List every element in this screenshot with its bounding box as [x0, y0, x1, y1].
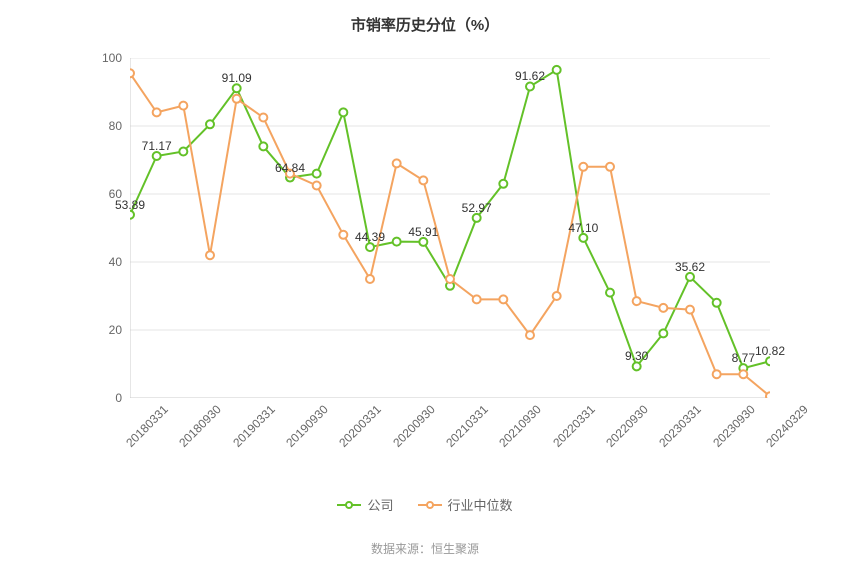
x-tick-label: 20240329	[759, 398, 811, 450]
plot-svg	[130, 58, 770, 398]
y-tick-label: 80	[109, 119, 130, 133]
y-tick-label: 40	[109, 255, 130, 269]
x-tick-label: 20230331	[652, 398, 704, 450]
y-tick-label: 100	[102, 51, 130, 65]
legend-label: 行业中位数	[448, 495, 513, 514]
plot-area: 0204060801002018033120180930201903312019…	[130, 58, 770, 398]
x-tick-label: 20230930	[706, 398, 758, 450]
y-tick-label: 0	[115, 391, 130, 405]
legend-item[interactable]: 公司	[337, 495, 393, 514]
legend: 公司 行业中位数	[0, 495, 850, 514]
legend-swatch	[337, 499, 361, 511]
legend-label: 公司	[367, 495, 393, 514]
x-tick-label: 20190930	[279, 398, 331, 450]
data-source: 数据来源：恒生聚源	[0, 540, 850, 557]
x-tick-label: 20220930	[599, 398, 651, 450]
y-tick-label: 60	[109, 187, 130, 201]
x-tick-label: 20220331	[546, 398, 598, 450]
y-tick-label: 20	[109, 323, 130, 337]
x-tick-label: 20190331	[226, 398, 278, 450]
x-tick-label: 20210331	[439, 398, 491, 450]
x-tick-label: 20210930	[492, 398, 544, 450]
legend-swatch	[418, 499, 442, 511]
chart-title: 市销率历史分位（%）	[0, 14, 850, 35]
source-text: 恒生聚源	[431, 542, 479, 556]
x-tick-label: 20200930	[386, 398, 438, 450]
chart-container: 市销率历史分位（%） 02040608010020180331201809302…	[0, 0, 850, 575]
x-tick-label: 20180331	[119, 398, 171, 450]
source-prefix: 数据来源：	[371, 542, 431, 556]
x-tick-label: 20180930	[172, 398, 224, 450]
legend-item[interactable]: 行业中位数	[418, 495, 513, 514]
x-tick-label: 20200331	[332, 398, 384, 450]
